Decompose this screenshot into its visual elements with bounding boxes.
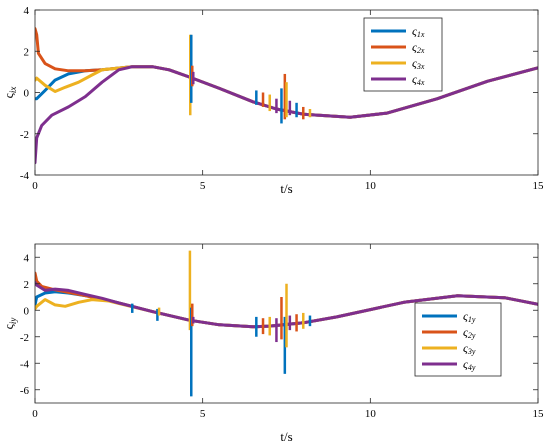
y-axis-label-main: ς bbox=[1, 92, 16, 98]
x-tick-label: 0 bbox=[32, 180, 38, 192]
y-axis-label-sub: iy bbox=[8, 318, 18, 325]
legend-label-main: ς bbox=[463, 309, 468, 323]
legend-label: ς2x bbox=[412, 40, 425, 55]
y-tick-label: -4 bbox=[20, 358, 30, 370]
legend-label-sub: 4y bbox=[468, 363, 476, 372]
x-axis-label: t/s bbox=[280, 429, 292, 444]
y-axis-label-main: ς bbox=[1, 323, 16, 329]
legend-label-sub: 2y bbox=[468, 331, 476, 340]
legend-label: ς2y bbox=[463, 325, 476, 340]
legend-label-main: ς bbox=[463, 341, 468, 355]
legend-label: ς4y bbox=[463, 357, 476, 372]
legend-label-sub: 1y bbox=[468, 315, 476, 324]
legend-label-sub: 4x bbox=[417, 78, 425, 87]
x-axis-label: t/s bbox=[280, 181, 292, 196]
plot-area bbox=[35, 27, 538, 165]
x-tick-label: 0 bbox=[32, 408, 38, 420]
y-tick-label: -2 bbox=[20, 129, 29, 141]
legend-label: ς3y bbox=[463, 341, 476, 356]
legend-label-sub: 3y bbox=[467, 347, 476, 356]
y-tick-label: 2 bbox=[24, 46, 30, 58]
legend-label-main: ς bbox=[412, 24, 417, 38]
series-line-4y bbox=[35, 280, 538, 329]
legend-label: ς1y bbox=[463, 309, 476, 324]
plot-area bbox=[35, 250, 538, 397]
y-tick-label: 4 bbox=[24, 5, 30, 17]
legend-label-main: ς bbox=[412, 56, 417, 70]
y-tick-label: -6 bbox=[20, 385, 30, 397]
x-tick-label: 5 bbox=[200, 408, 206, 420]
y-axis-label: ςix bbox=[1, 87, 18, 99]
x-tick-label: 10 bbox=[365, 180, 377, 192]
legend-label-sub: 2x bbox=[417, 46, 425, 55]
y-tick-label: 0 bbox=[24, 305, 30, 317]
y-tick-label: 4 bbox=[24, 252, 30, 264]
legend-label-sub: 1x bbox=[417, 30, 425, 39]
legend-label: ς3x bbox=[412, 56, 425, 71]
axes-box bbox=[34, 243, 539, 404]
y-tick-label: -4 bbox=[20, 170, 30, 182]
legend-label-main: ς bbox=[412, 40, 417, 54]
legend-label: ς4x bbox=[412, 72, 425, 87]
x-tick-label: 15 bbox=[533, 180, 545, 192]
y-axis-label-sub: ix bbox=[8, 87, 18, 94]
x-tick-label: 10 bbox=[365, 408, 377, 420]
legend-label-main: ς bbox=[463, 325, 468, 339]
series-line-4x bbox=[35, 65, 538, 165]
y-axis-label: ςiy bbox=[1, 318, 18, 330]
y-tick-label: 2 bbox=[24, 279, 30, 291]
x-tick-label: 15 bbox=[533, 408, 545, 420]
legend-label: ς1x bbox=[412, 24, 425, 39]
y-tick-label: -2 bbox=[20, 332, 29, 344]
legend-label-main: ς bbox=[412, 72, 417, 86]
legend-label-main: ς bbox=[463, 357, 468, 371]
x-tick-label: 5 bbox=[200, 180, 206, 192]
y-tick-label: 0 bbox=[24, 88, 30, 100]
legend-label-sub: 3x bbox=[416, 62, 425, 71]
